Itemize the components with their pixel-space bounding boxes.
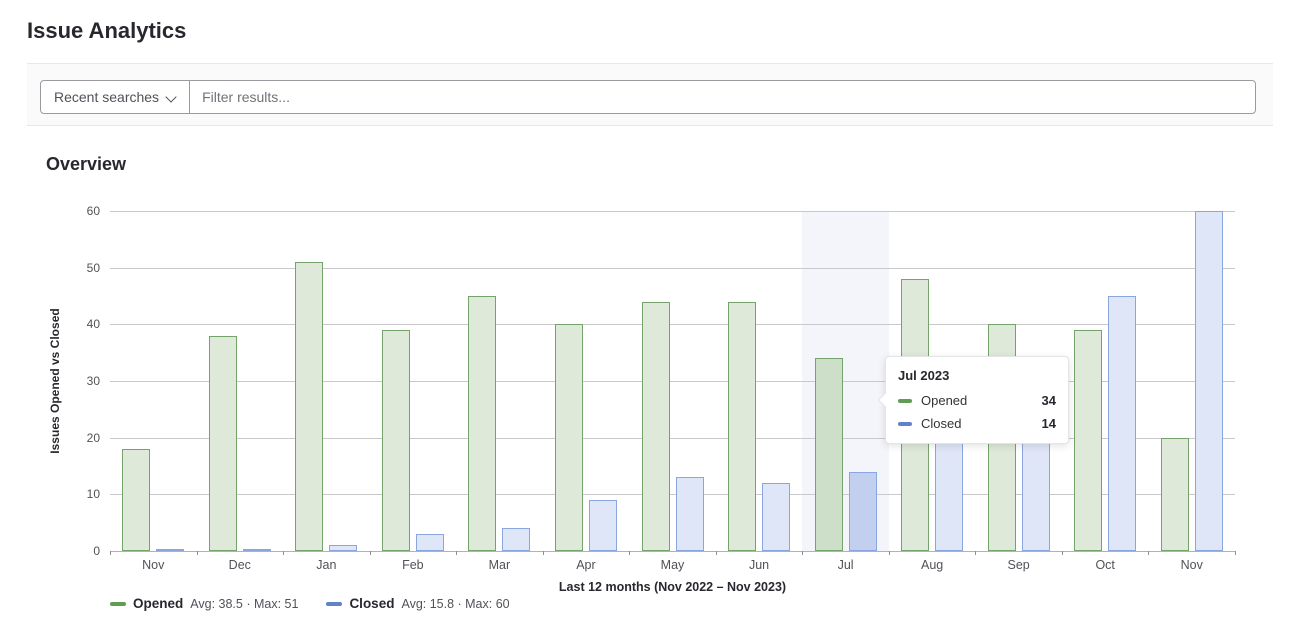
issues-chart: 0 10 20 30 40 50 60 Nov Dec Jan Feb Mar Apr May Jun Jul… [0, 190, 1300, 626]
bar-opened-4-mar[interactable] [468, 296, 497, 551]
bar-opened-5-apr[interactable] [554, 324, 583, 551]
bar-opened-6-may[interactable] [641, 301, 670, 551]
x-axis-tick [888, 551, 890, 555]
bar-opened-8-jul[interactable] [814, 358, 843, 551]
recent-searches-label: Recent searches [54, 89, 160, 105]
chart-canvas: 0 10 20 30 40 50 60 Nov Dec Jan Feb Mar Apr May Jun Jul… [0, 190, 1300, 626]
x-axis-tick [715, 551, 717, 555]
tooltip-closed-label: Closed [921, 416, 962, 431]
gridline-60 [110, 211, 1235, 212]
overview-heading: Overview [46, 154, 127, 174]
tooltip-row-opened: Opened 34 [898, 393, 1056, 408]
x-axis-tick [542, 551, 544, 555]
chevron-down-icon [167, 91, 176, 100]
closed-series-swatch [898, 421, 912, 426]
y-axis-tick-label: 30 [86, 374, 100, 388]
bar-closed-10-sep[interactable] [1021, 437, 1050, 551]
x-axis-label-9-aug: Aug [920, 558, 944, 572]
x-axis-label-6-may: May [660, 558, 685, 572]
x-axis-tick [196, 551, 198, 555]
x-axis-tick [802, 551, 804, 555]
x-axis-label-0-nov: Nov [142, 558, 165, 572]
closed-series-swatch [326, 601, 343, 606]
filter-results-input[interactable] [190, 81, 1255, 113]
x-axis-label-5-apr: Apr [576, 558, 596, 572]
x-axis-tick [283, 551, 285, 555]
x-axis-title: Last 12 months (Nov 2022 – Nov 2023) [558, 580, 787, 594]
x-axis-label-12-nov: Nov [1180, 558, 1203, 572]
gridline-40 [110, 324, 1235, 326]
x-axis-label-10-sep: Sep [1007, 558, 1030, 572]
tooltip-opened-value: 34 [1041, 393, 1056, 408]
bar-closed-12-nov[interactable] [1194, 211, 1223, 551]
legend-item-closed[interactable]: Closed Avg: 15.8 · Max: 60 [326, 596, 510, 611]
x-axis-label-7-jun: Jun [748, 558, 770, 572]
filter-control: Recent searches [40, 80, 1256, 114]
tooltip-row-closed: Closed 14 [898, 416, 1056, 431]
tooltip-title: Jul 2023 [898, 368, 950, 383]
bar-opened-12-nov[interactable] [1160, 437, 1189, 551]
gridline-20 [110, 437, 1235, 439]
bar-closed-1-dec[interactable] [242, 549, 271, 551]
bar-opened-3-feb[interactable] [381, 330, 410, 551]
page-title: Issue Analytics [27, 18, 187, 43]
chart-tooltip: Jul 2023 Opened 34 Closed 14 [877, 356, 1069, 444]
y-axis-tick-label: 20 [86, 430, 100, 445]
x-axis-tick [975, 551, 977, 555]
gridline-10 [110, 494, 1235, 496]
bar-closed-4-mar[interactable] [502, 528, 531, 551]
y-axis-tick-label: 60 [86, 204, 100, 218]
legend-closed-label: Closed [349, 596, 395, 611]
bar-opened-7-jun[interactable] [728, 301, 757, 551]
bar-closed-6-may[interactable] [675, 477, 704, 551]
gridline-50 [110, 267, 1235, 269]
bar-closed-11-oct[interactable] [1108, 296, 1137, 551]
x-axis-tick [1061, 551, 1063, 555]
opened-series-swatch [898, 398, 912, 403]
tooltip-closed-value: 14 [1041, 416, 1056, 431]
bar-closed-5-apr[interactable] [588, 500, 617, 551]
bar-opened-1-dec[interactable] [208, 335, 237, 551]
x-axis-tick [456, 551, 458, 555]
gridline-0 [110, 551, 1235, 552]
bar-closed-8-jul[interactable] [848, 471, 877, 551]
chart-legend: Opened Avg: 38.5 · Max: 51 Closed Avg: 1… [110, 596, 510, 611]
x-axis-label-11-oct: Oct [1095, 558, 1115, 572]
bar-opened-11-oct[interactable] [1074, 330, 1103, 551]
bar-closed-7-jun[interactable] [762, 483, 791, 551]
x-axis-label-1-dec: Dec [228, 558, 251, 572]
y-axis-tick-label: 40 [86, 317, 100, 332]
filter-panel: Recent searches [27, 63, 1273, 126]
bar-closed-2-jan[interactable] [329, 545, 358, 551]
y-axis-title: Issues Opened vs Closed [48, 308, 62, 454]
bar-closed-0-nov[interactable] [156, 549, 185, 551]
y-axis-tick-label: 50 [86, 260, 100, 275]
x-axis-tick [1148, 551, 1150, 555]
gridline-30 [110, 381, 1235, 382]
legend-item-opened[interactable]: Opened Avg: 38.5 · Max: 51 [110, 596, 298, 611]
tooltip-opened-label: Opened [921, 393, 968, 408]
x-axis-label-3-feb: Feb [402, 558, 424, 572]
bar-opened-2-jan[interactable] [295, 262, 324, 551]
y-axis-tick-label: 0 [93, 544, 100, 558]
bar-closed-3-feb[interactable] [415, 534, 444, 551]
x-axis-tick [110, 551, 111, 555]
x-axis-label-2-jan: Jan [316, 558, 337, 572]
legend-opened-stats: Avg: 38.5 · Max: 51 [190, 596, 299, 611]
opened-series-swatch [110, 601, 126, 606]
legend-closed-stats: Avg: 15.8 · Max: 60 [401, 596, 510, 611]
x-axis-tick [629, 551, 631, 555]
bar-opened-0-nov[interactable] [122, 449, 151, 551]
y-axis-tick-label: 10 [86, 487, 100, 502]
x-axis-tick [1235, 551, 1236, 555]
x-axis-tick [369, 551, 371, 555]
legend-opened-label: Opened [133, 596, 184, 611]
recent-searches-dropdown[interactable]: Recent searches [41, 81, 191, 113]
x-axis-label-8-jul: Jul [837, 558, 854, 572]
x-axis-label-4-mar: Mar [488, 558, 511, 572]
